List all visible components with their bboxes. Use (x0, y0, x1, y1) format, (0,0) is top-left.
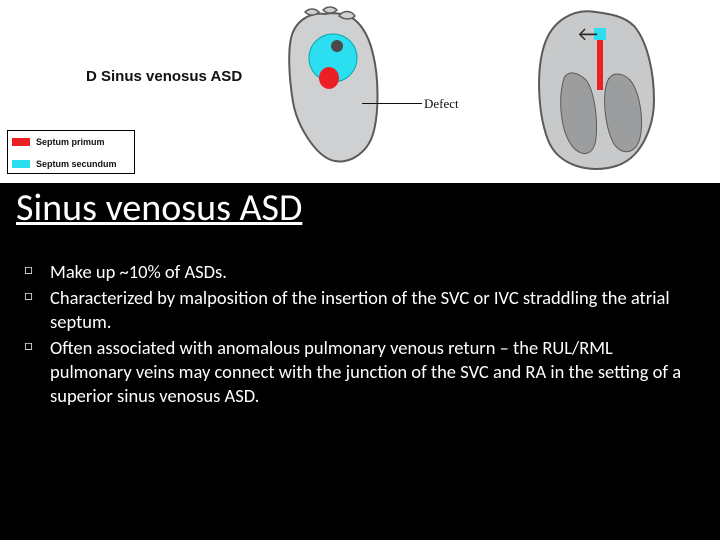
bullet-item: Characterized by malposition of the inse… (24, 286, 692, 334)
defect-label: Defect (424, 96, 459, 112)
arrow-icon: ← (578, 20, 598, 47)
legend-swatch-red (12, 138, 30, 146)
bullet-list: Make up ~10% of ASDs. Characterized by m… (24, 260, 692, 410)
diagram-region: ← D Sinus venosus ASD Defect Septum prim… (0, 0, 720, 183)
bullet-item: Often associated with anomalous pulmonar… (24, 336, 692, 408)
legend: Septum primum Septum secundum (7, 130, 135, 174)
bullet-item: Make up ~10% of ASDs. (24, 260, 692, 284)
legend-text-secundum: Septum secundum (36, 159, 117, 169)
diagram-label: D Sinus venosus ASD (86, 68, 242, 85)
slide: ← D Sinus venosus ASD Defect Septum prim… (0, 0, 720, 540)
legend-row-primum: Septum primum (8, 131, 134, 153)
heart-diagram-anterior (275, 6, 395, 174)
defect-pointer-line (362, 103, 422, 104)
legend-swatch-cyan (12, 160, 30, 168)
legend-text-primum: Septum primum (36, 137, 105, 147)
slide-title: Sinus venosus ASD (16, 185, 302, 231)
legend-row-secundum: Septum secundum (8, 153, 134, 175)
heart-diagram-section (524, 6, 674, 180)
